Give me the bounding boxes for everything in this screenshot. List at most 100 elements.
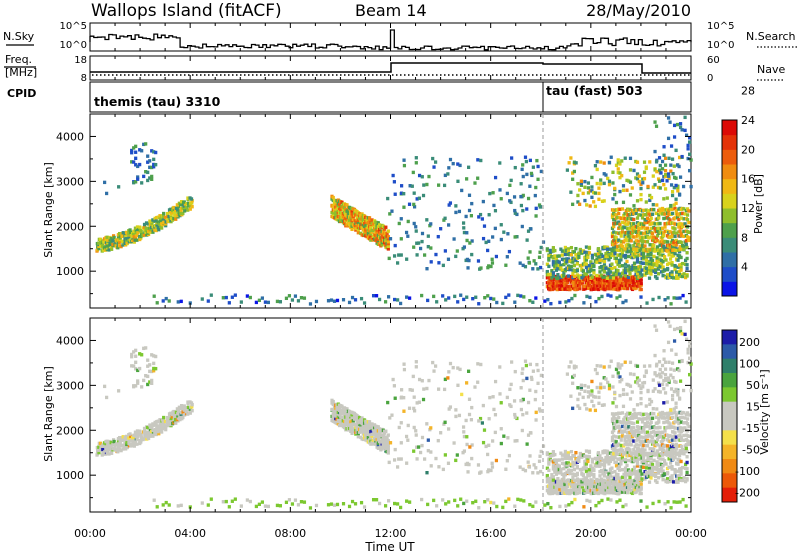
power-echo-cell: [526, 196, 531, 201]
power-echo-cell: [578, 274, 583, 278]
power-echo-cell: [639, 192, 643, 197]
velocity-echo-cell: [405, 461, 409, 465]
power-echo-cell: [555, 281, 559, 285]
power-echo-cell: [617, 264, 622, 268]
velocity-echo-cell: [436, 438, 440, 443]
velocity-echo-cell: [130, 354, 134, 359]
velocity-echo-cell: [610, 430, 615, 434]
y-tick-label: 1000: [56, 265, 84, 278]
power-echo-cell: [606, 176, 610, 181]
power-echo-cell: [160, 226, 164, 230]
velocity-echo-cell: [674, 435, 678, 439]
power-echo-cell: [584, 258, 589, 262]
power-echo-cell: [644, 266, 649, 271]
power-echo-cell: [536, 177, 540, 182]
velocity-echo-cell: [619, 438, 623, 442]
power-echo-cell: [499, 197, 503, 201]
power-echo-cell: [518, 261, 522, 265]
power-echo-cell: [437, 261, 441, 265]
velocity-echo-cell: [565, 482, 569, 487]
power-echo-cell: [529, 171, 534, 176]
velocity-echo-cell: [130, 438, 134, 442]
velocity-echo-cell: [635, 364, 640, 368]
velocity-echo-cell: [423, 457, 427, 461]
power-echo-cell: [687, 152, 692, 156]
velocity-echo-cell: [652, 458, 656, 463]
power-echo-cell: [396, 261, 400, 265]
power-echo-cell: [426, 234, 430, 238]
power-echo-cell: [230, 295, 234, 299]
velocity-echo-cell: [662, 460, 667, 464]
power-echo-cell: [670, 270, 674, 274]
power-echo-cell: [164, 220, 168, 224]
velocity-echo-cell: [563, 449, 567, 454]
velocity-echo-cell: [654, 440, 658, 444]
power-echo-cell: [676, 189, 680, 193]
velocity-echo-cell: [135, 429, 140, 433]
velocity-echo-cell: [134, 354, 138, 358]
power-echo-cell: [340, 200, 344, 205]
power-echo-cell: [578, 247, 583, 252]
power-echo-cell: [179, 200, 184, 204]
power-echo-cell: [109, 236, 113, 241]
velocity-echo-cell: [650, 435, 655, 440]
power-echo-cell: [687, 230, 691, 235]
velocity-echo-cell: [550, 473, 554, 477]
velocity-echo-cell: [627, 383, 631, 387]
power-echo-cell: [632, 266, 637, 271]
power-echo-cell: [683, 115, 687, 120]
power-echo-cell: [175, 203, 179, 207]
velocity-echo-cell: [584, 476, 589, 480]
velocity-echo-cell: [583, 383, 587, 388]
velocity-echo-cell: [586, 395, 591, 399]
power-echo-cell: [471, 296, 475, 301]
velocity-echo-cell: [620, 363, 624, 367]
velocity-echo-cell: [534, 389, 538, 394]
power-echo-cell: [613, 238, 617, 242]
velocity-echo-cell: [555, 485, 559, 489]
power-echo-cell: [563, 245, 567, 250]
velocity-echo-cell: [602, 474, 607, 478]
power-echo-cell: [155, 223, 159, 227]
velocity-echo-cell: [345, 407, 349, 411]
velocity-echo-cell: [533, 397, 537, 402]
power-echo-cell: [678, 125, 683, 130]
power-echo-cell: [551, 260, 555, 264]
power-echo-cell: [553, 266, 557, 270]
velocity-echo-cell: [644, 412, 648, 416]
velocity-echo-cell: [574, 462, 578, 466]
power-echo-cell: [647, 220, 651, 225]
velocity-echo-cell: [578, 392, 582, 396]
velocity-echo-cell: [653, 474, 658, 479]
power-echo-cell: [397, 221, 401, 226]
power-echo-cell: [640, 273, 644, 277]
velocity-echo-cell: [658, 415, 662, 419]
power-echo-cell: [563, 252, 567, 257]
power-echo-cell: [663, 298, 667, 302]
velocity-echo-cell: [672, 446, 676, 451]
power-echo-cell: [557, 254, 561, 258]
velocity-echo-cell: [604, 455, 608, 460]
velocity-echo-cell: [649, 420, 653, 425]
nsearch-label: N.Search: [746, 30, 796, 43]
power-echo-cell: [662, 153, 666, 157]
velocity-echo-cell: [633, 453, 637, 457]
power-echo-cell: [412, 191, 416, 195]
power-echo-cell: [465, 238, 469, 243]
power-echo-cell: [645, 240, 650, 244]
velocity-echo-cell: [659, 375, 663, 379]
velocity-echo-cell: [593, 395, 598, 399]
velocity-echo-cell: [672, 339, 677, 343]
power-echo-cell: [165, 216, 169, 221]
velocity-echo-cell: [650, 469, 655, 474]
velocity-echo-cell: [465, 381, 469, 385]
velocity-echo-cell: [665, 400, 669, 404]
power-echo-cell: [656, 272, 661, 276]
power-echo-cell: [660, 249, 665, 253]
velocity-echo-cell: [641, 385, 645, 389]
power-echo-cell: [188, 203, 192, 207]
power-echo-cell: [673, 267, 677, 272]
power-echo-cell: [554, 262, 558, 267]
velocity-echo-cell: [662, 349, 666, 353]
power-echo-cell: [172, 211, 176, 215]
